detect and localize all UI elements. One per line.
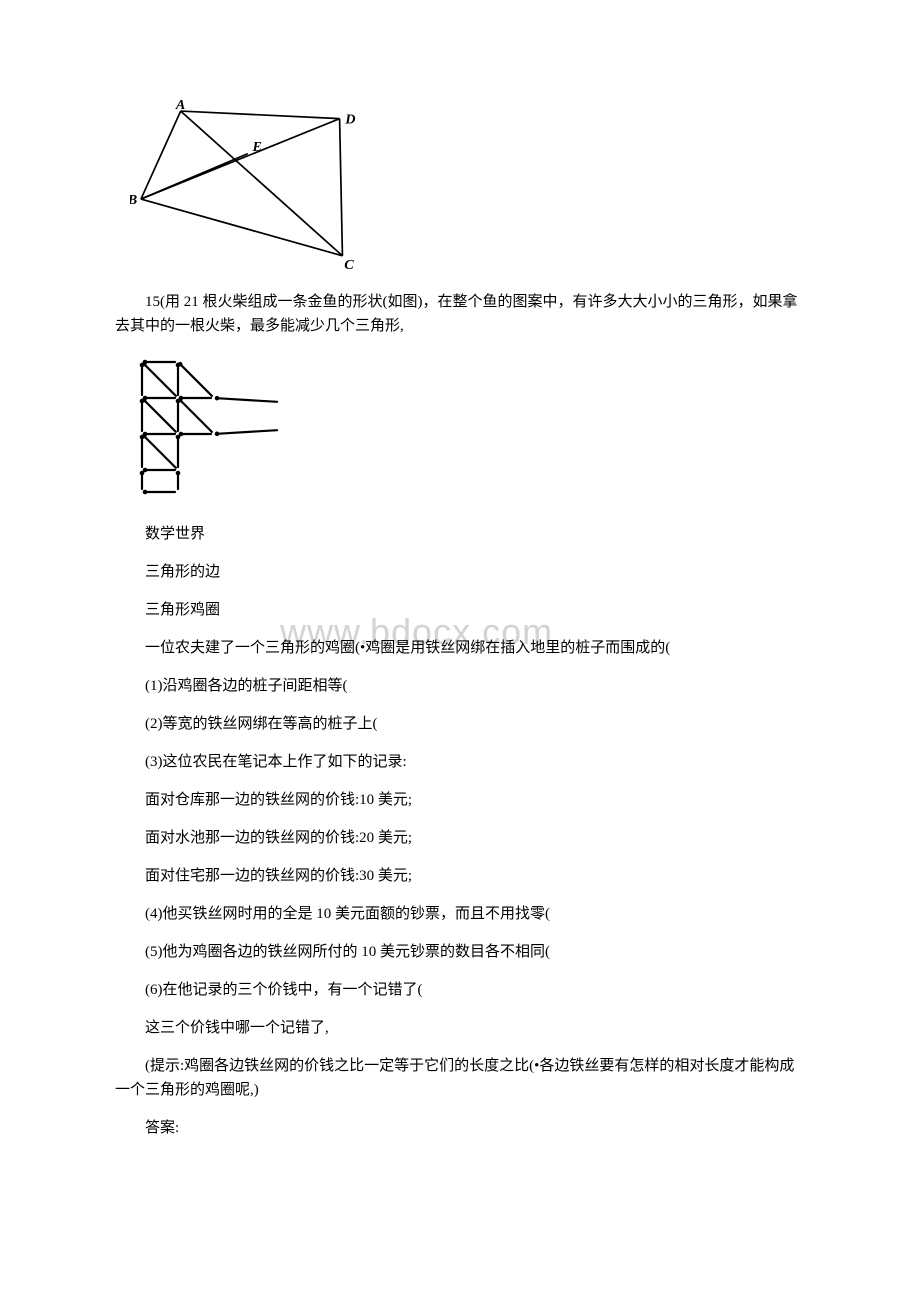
paragraph-item-2: (2)等宽的铁丝网绑在等高的桩子上( [145,712,805,736]
paragraph-intro: 一位农夫建了一个三角形的鸡圈(•鸡圈是用铁丝网绑在插入地里的桩子而围成的( [145,636,805,660]
heading-triangle-coop: 三角形鸡圈 [145,598,805,622]
diagram-matchstick-fish [130,352,805,502]
heading-triangle-edge: 三角形的边 [145,560,805,584]
paragraph-answer: 答案: [145,1116,805,1140]
paragraph-question: 这三个价钱中哪一个记错了, [145,1016,805,1040]
document-content: A D B C E 15(用 21 根火柴组成一条金鱼的形状(如图)，在整个鱼的图案中，… [115,95,805,1140]
svg-text:A: A [175,97,185,113]
diagram-quadrilateral: A D B C E [130,95,805,270]
paragraph-item-5: (5)他为鸡圈各边的铁丝网所付的 10 美元钞票的数目各不相同( [145,940,805,964]
svg-text:C: C [344,257,354,270]
paragraph-item-3: (3)这位农民在笔记本上作了如下的记录: [145,750,805,774]
paragraph-price-3: 面对住宅那一边的铁丝网的价钱:30 美元; [145,864,805,888]
heading-math-world: 数学世界 [145,522,805,546]
paragraph-item-4: (4)他买铁丝网时用的全是 10 美元面额的钞票，而且不用找零( [145,902,805,926]
svg-text:B: B [130,192,137,208]
paragraph-item-6: (6)在他记录的三个价钱中，有一个记错了( [145,978,805,1002]
paragraph-item-1: (1)沿鸡圈各边的桩子间距相等( [145,674,805,698]
paragraph-hint: (提示:鸡圈各边铁丝网的价钱之比一定等于它们的长度之比(•各边铁丝要有怎样的相对… [115,1054,805,1102]
paragraph-price-1: 面对仓库那一边的铁丝网的价钱:10 美元; [145,788,805,812]
svg-text:D: D [344,111,355,127]
svg-text:E: E [252,139,262,155]
paragraph-price-2: 面对水池那一边的铁丝网的价钱:20 美元; [145,826,805,850]
question-15-text: 15(用 21 根火柴组成一条金鱼的形状(如图)，在整个鱼的图案中，有许多大大小… [115,290,805,338]
